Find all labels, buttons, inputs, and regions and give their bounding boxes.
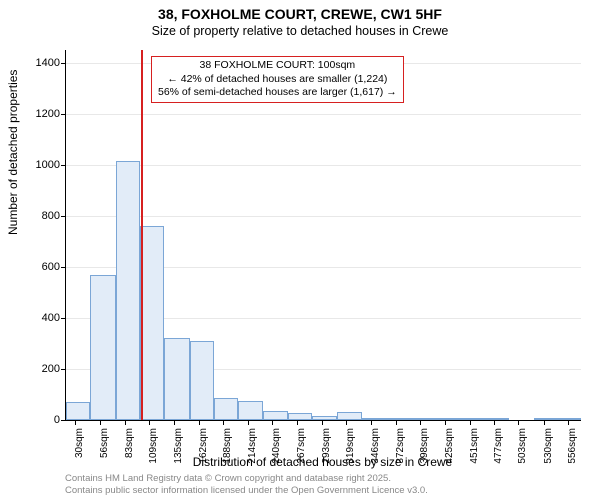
ytick-mark: [61, 63, 66, 64]
xtick-label: 346sqm: [370, 428, 381, 468]
xtick-mark: [420, 420, 421, 425]
xtick-label: 425sqm: [444, 428, 455, 468]
xtick-mark: [75, 420, 76, 425]
xtick-label: 30sqm: [74, 428, 85, 468]
xtick-label: 530sqm: [543, 428, 554, 468]
histogram-bar: [362, 418, 386, 420]
annotation-line1: 38 FOXHOLME COURT: 100sqm: [158, 59, 397, 73]
histogram-bar: [140, 226, 164, 420]
plot-area: 38 FOXHOLME COURT: 100sqm← 42% of detach…: [65, 50, 581, 421]
xtick-mark: [445, 420, 446, 425]
xtick-label: 556sqm: [567, 428, 578, 468]
gridline: [66, 165, 581, 166]
ytick-label: 400: [10, 312, 60, 324]
histogram-bar: [559, 418, 581, 420]
ytick-label: 0: [10, 414, 60, 426]
xtick-mark: [322, 420, 323, 425]
annotation-line3: 56% of semi-detached houses are larger (…: [158, 86, 397, 100]
xtick-label: 398sqm: [419, 428, 430, 468]
xtick-mark: [199, 420, 200, 425]
xtick-label: 83sqm: [124, 428, 135, 468]
histogram-bar: [312, 416, 336, 420]
xtick-label: 503sqm: [517, 428, 528, 468]
ytick-mark: [61, 267, 66, 268]
chart-title: 38, FOXHOLME COURT, CREWE, CW1 5HF: [0, 6, 600, 22]
xtick-mark: [248, 420, 249, 425]
xtick-label: 267sqm: [296, 428, 307, 468]
ytick-label: 200: [10, 363, 60, 375]
histogram-bar: [66, 402, 90, 420]
xtick-mark: [100, 420, 101, 425]
gridline: [66, 114, 581, 115]
histogram-bar: [190, 341, 214, 420]
xtick-label: 188sqm: [222, 428, 233, 468]
ytick-mark: [61, 420, 66, 421]
histogram-bar: [337, 412, 362, 420]
xtick-label: 214sqm: [247, 428, 258, 468]
ytick-label: 600: [10, 261, 60, 273]
xtick-mark: [149, 420, 150, 425]
footer-line2: Contains public sector information licen…: [65, 485, 428, 497]
ytick-label: 800: [10, 210, 60, 222]
histogram-bar: [411, 418, 435, 420]
xtick-label: 109sqm: [148, 428, 159, 468]
ytick-label: 1000: [10, 159, 60, 171]
footer-line1: Contains HM Land Registry data © Crown c…: [65, 473, 428, 485]
xtick-label: 451sqm: [469, 428, 480, 468]
xtick-mark: [518, 420, 519, 425]
xtick-mark: [568, 420, 569, 425]
xtick-mark: [396, 420, 397, 425]
xtick-label: 319sqm: [345, 428, 356, 468]
histogram-bar: [90, 275, 115, 420]
ytick-mark: [61, 216, 66, 217]
histogram-bar: [238, 401, 262, 420]
ytick-label: 1200: [10, 108, 60, 120]
histogram-bar: [485, 418, 509, 420]
xtick-mark: [272, 420, 273, 425]
xtick-mark: [223, 420, 224, 425]
xtick-label: 293sqm: [321, 428, 332, 468]
xtick-mark: [371, 420, 372, 425]
gridline: [66, 216, 581, 217]
histogram-bar: [460, 418, 484, 420]
xtick-mark: [125, 420, 126, 425]
xtick-mark: [346, 420, 347, 425]
ytick-mark: [61, 318, 66, 319]
histogram-bar: [116, 161, 140, 420]
histogram-chart: 38, FOXHOLME COURT, CREWE, CW1 5HF Size …: [0, 0, 600, 500]
ytick-mark: [61, 369, 66, 370]
ytick-mark: [61, 165, 66, 166]
xtick-mark: [470, 420, 471, 425]
histogram-bar: [214, 398, 238, 420]
histogram-bar: [164, 338, 189, 420]
xtick-mark: [174, 420, 175, 425]
histogram-bar: [534, 418, 558, 420]
footer-attribution: Contains HM Land Registry data © Crown c…: [65, 473, 428, 497]
ytick-label: 1400: [10, 57, 60, 69]
xtick-label: 372sqm: [395, 428, 406, 468]
histogram-bar: [386, 418, 410, 420]
histogram-bar: [435, 418, 460, 420]
annotation-box: 38 FOXHOLME COURT: 100sqm← 42% of detach…: [151, 56, 404, 103]
property-marker-line: [141, 50, 143, 420]
xtick-mark: [544, 420, 545, 425]
xtick-label: 240sqm: [271, 428, 282, 468]
annotation-line2: ← 42% of detached houses are smaller (1,…: [158, 73, 397, 87]
ytick-mark: [61, 114, 66, 115]
xtick-label: 56sqm: [99, 428, 110, 468]
histogram-bar: [263, 411, 288, 420]
xtick-mark: [297, 420, 298, 425]
xtick-mark: [494, 420, 495, 425]
histogram-bar: [288, 413, 312, 420]
xtick-label: 477sqm: [493, 428, 504, 468]
chart-subtitle: Size of property relative to detached ho…: [0, 24, 600, 38]
xtick-label: 162sqm: [198, 428, 209, 468]
xtick-label: 135sqm: [173, 428, 184, 468]
